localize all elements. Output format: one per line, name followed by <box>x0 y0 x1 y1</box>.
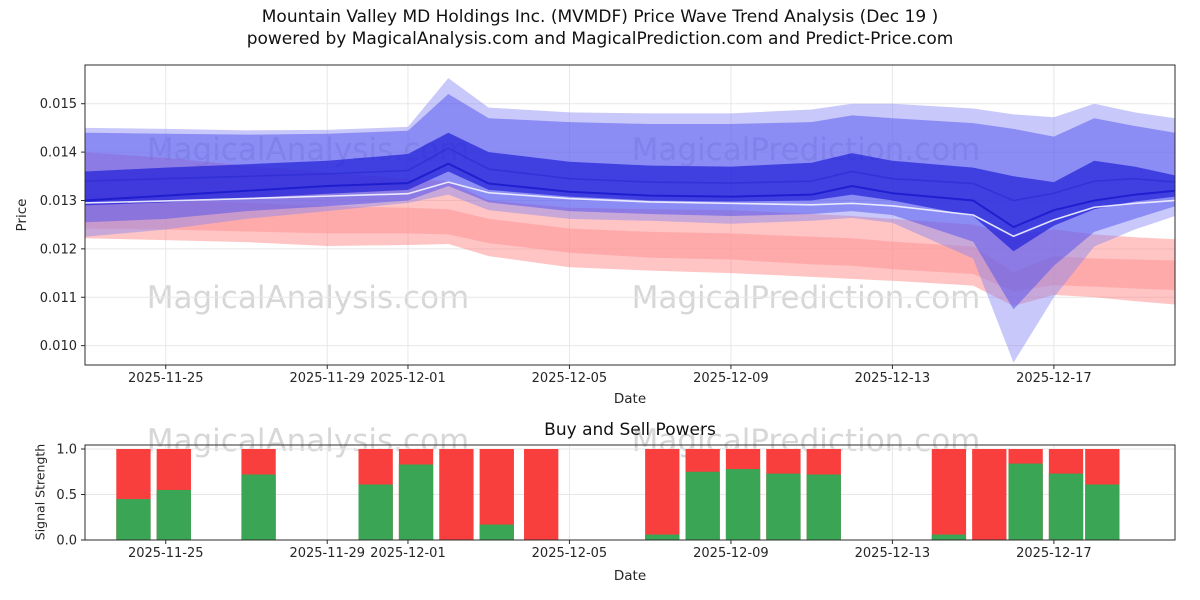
sell-bar <box>931 449 967 540</box>
y-tick-label: 1.0 <box>56 443 77 458</box>
blue-center-line <box>84 162 1176 229</box>
price-wave-chart: 2025-11-25 2025-11-29 2025-12-01 2025-12-05… <box>40 64 1176 386</box>
x-tick-label: 2025-11-25 <box>128 546 204 561</box>
white-trace-line <box>84 181 1176 238</box>
x-tick-label: 2025-12-01 <box>370 546 446 561</box>
buy-bar <box>479 524 514 540</box>
y-tick-label: 0.013 <box>40 194 77 209</box>
buy-bar <box>685 471 720 540</box>
buy-bar <box>116 499 151 540</box>
sell-bar <box>439 449 474 540</box>
buy-bar <box>1085 484 1120 540</box>
figure-title-line1: Mountain Valley MD Holdings Inc. (MVMDF)… <box>261 7 939 27</box>
buy-bar <box>806 474 841 540</box>
red-core-band <box>85 195 1175 292</box>
figure-title-line2: powered by MagicalAnalysis.com and Magic… <box>246 29 954 49</box>
price-axis-label: Price <box>14 198 30 232</box>
x-tick-label: 2025-11-29 <box>289 371 365 386</box>
plot-border <box>84 64 1176 366</box>
x-tick-label: 2025-12-05 <box>532 546 608 561</box>
x-tick-label: 2025-11-29 <box>289 546 365 561</box>
blue-core-band <box>85 132 1175 252</box>
date-axis-label-bottom: Date <box>613 568 647 584</box>
sell-bar <box>645 449 680 540</box>
y-tick-label: 0.5 <box>56 488 77 503</box>
buy-bar <box>931 534 967 540</box>
x-tick-label: 2025-12-13 <box>855 546 931 561</box>
buy-bar <box>1048 473 1084 540</box>
buy-bar <box>1008 463 1043 540</box>
buy-sell-chart: 2025-11-25 2025-11-29 2025-12-01 2025-12-05… <box>56 443 1176 561</box>
y-tick-label: 0.014 <box>40 146 77 161</box>
y-tick-label: 0.010 <box>40 339 77 354</box>
y-tick-label: 0.011 <box>40 291 77 306</box>
y-tick-label: 0.012 <box>40 242 77 257</box>
x-tick-label: 2025-12-17 <box>1016 546 1092 561</box>
signal-strength-axis-label: Signal Strength <box>32 443 48 541</box>
y-tick-label: 0.0 <box>56 534 77 549</box>
sell-bar <box>972 449 1007 540</box>
x-tick-label: 2025-12-01 <box>370 371 446 386</box>
date-axis-label-top: Date <box>613 391 647 407</box>
blue-upper-line <box>84 147 1176 202</box>
buy-bar <box>398 464 434 540</box>
buy-sell-chart-title: Buy and Sell Powers <box>544 420 716 440</box>
buy-bar <box>725 469 761 540</box>
x-tick-label: 2025-11-25 <box>128 371 204 386</box>
buy-bar <box>241 474 276 540</box>
x-tick-label: 2025-12-17 <box>1016 371 1092 386</box>
x-tick-label: 2025-12-09 <box>693 546 769 561</box>
sell-bar <box>524 449 559 540</box>
buy-bar <box>358 484 393 540</box>
plot-border <box>84 444 1176 541</box>
figure-title: Mountain Valley MD Holdings Inc. (MVMDF)… <box>0 6 1200 50</box>
buy-bar <box>766 473 801 540</box>
x-tick-label: 2025-12-05 <box>532 371 608 386</box>
x-tick-label: 2025-12-09 <box>693 371 769 386</box>
buy-bar <box>645 534 680 540</box>
x-tick-label: 2025-12-13 <box>855 371 931 386</box>
buy-bar <box>156 489 191 540</box>
y-tick-label: 0.015 <box>40 97 77 112</box>
